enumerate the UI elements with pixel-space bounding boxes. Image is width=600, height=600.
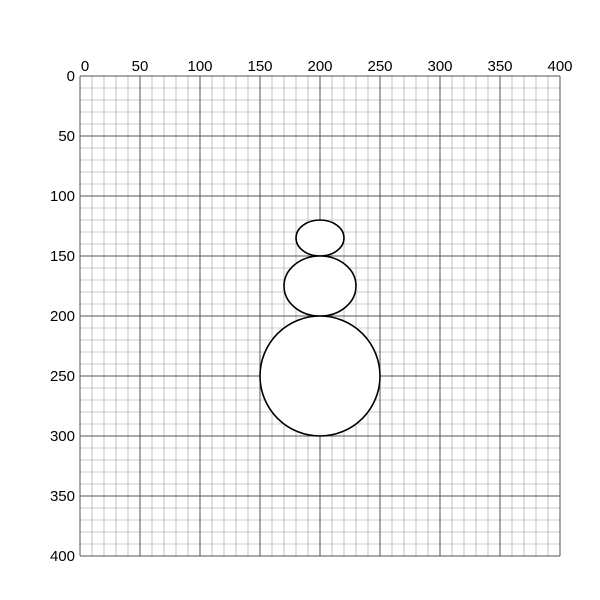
medium-ellipse <box>283 255 357 317</box>
y-tick-label: 300 <box>50 428 75 445</box>
x-tick-label: 350 <box>487 58 512 75</box>
large-circle <box>259 315 381 437</box>
x-axis-tick-labels: 0 50 100 150 200 250 300 350 400 <box>81 58 573 75</box>
y-tick-label: 0 <box>67 68 75 85</box>
y-axis-tick-labels: 0 50 100 150 200 250 300 350 400 <box>50 68 75 565</box>
x-tick-label: 300 <box>427 58 452 75</box>
y-tick-label: 350 <box>50 488 75 505</box>
small-circle <box>295 219 345 257</box>
x-tick-label: 150 <box>247 58 272 75</box>
x-tick-label: 0 <box>81 58 89 75</box>
y-tick-label: 250 <box>50 368 75 385</box>
x-tick-label: 50 <box>132 58 149 75</box>
major-grid <box>79 75 561 557</box>
x-tick-label: 250 <box>367 58 392 75</box>
x-tick-label: 200 <box>307 58 332 75</box>
x-tick-label: 100 <box>187 58 212 75</box>
y-tick-label: 100 <box>50 188 75 205</box>
y-tick-label: 50 <box>58 128 75 145</box>
y-tick-label: 200 <box>50 308 75 325</box>
shapes-group <box>259 219 381 437</box>
x-tick-label: 400 <box>547 58 572 75</box>
y-tick-label: 150 <box>50 248 75 265</box>
y-tick-label: 400 <box>50 548 75 565</box>
